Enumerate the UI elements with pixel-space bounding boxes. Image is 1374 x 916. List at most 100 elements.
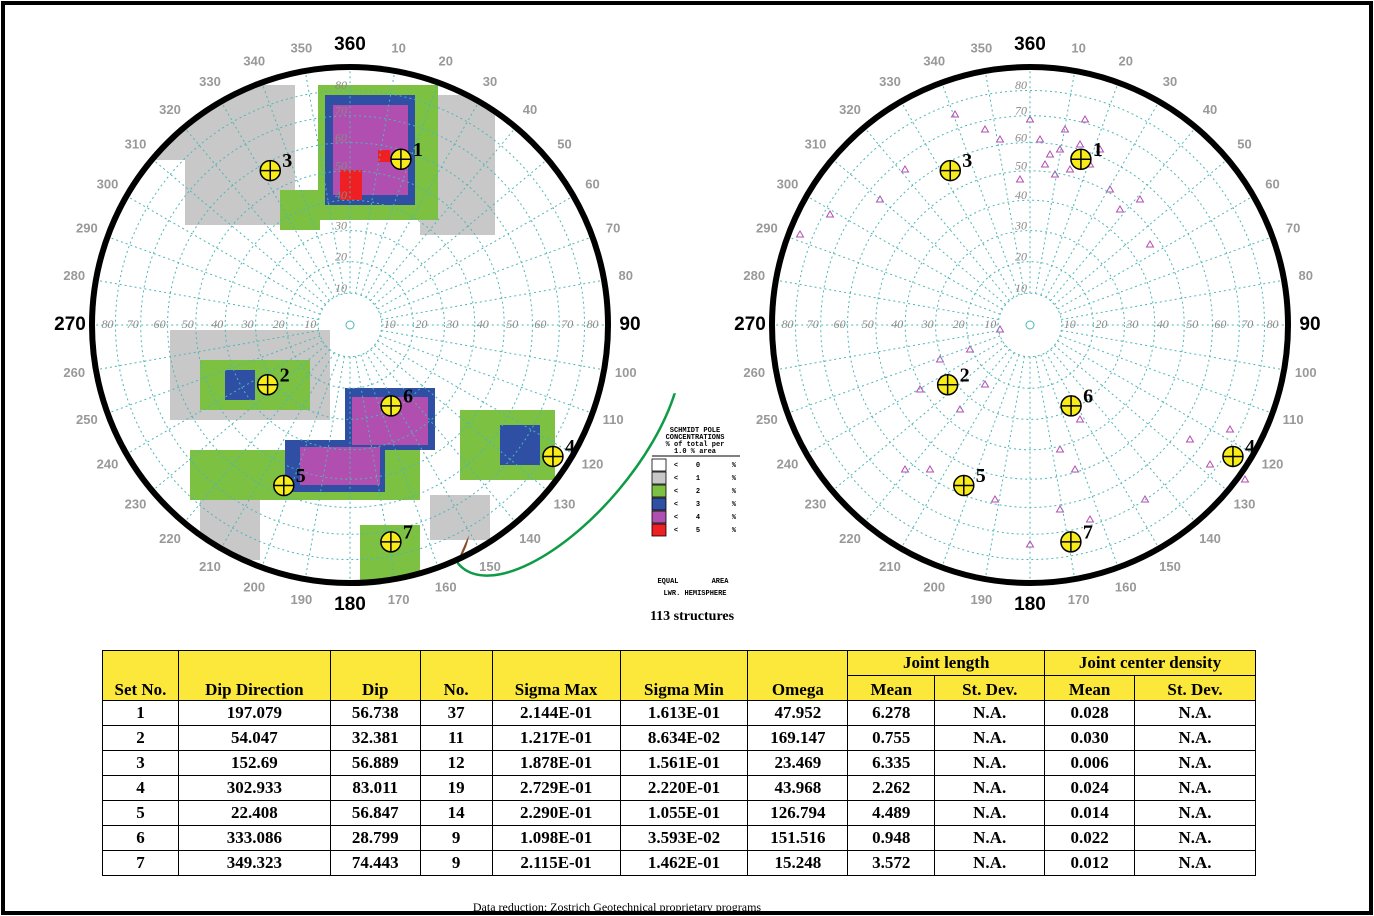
azimuth-label: 250 [756, 412, 778, 427]
legend-title: 1.0 % area [674, 448, 717, 456]
dip-label: 10 [304, 317, 316, 331]
table-cell: 1.055E-01 [619, 800, 749, 826]
header-cell: Mean [847, 675, 936, 701]
legend-swatch [651, 471, 667, 485]
azimuth-label: 20 [1119, 53, 1133, 68]
group-header: Joint length [847, 650, 1046, 676]
set-label: 4 [565, 436, 575, 458]
table-row: 2 54.047 32.381 11 1.217E-01 8.634E-02 169.147… [102, 725, 1256, 751]
azimuth-label: 240 [97, 456, 119, 471]
table-cell: 1.878E-01 [491, 750, 621, 776]
azimuth-label: 170 [1068, 592, 1090, 607]
azimuth-label: 190 [971, 592, 993, 607]
set-marker [542, 445, 564, 468]
azimuth-label: 220 [159, 531, 181, 546]
azimuth-label: 270 [54, 314, 86, 335]
set-marker [1222, 445, 1244, 468]
dip-label: 60 [154, 317, 166, 331]
set-label: 7 [403, 521, 413, 543]
dip-label: 60 [834, 317, 846, 331]
set-label: 5 [976, 465, 986, 487]
legend-level: 3 [696, 501, 700, 509]
table-cell: 0.024 [1044, 775, 1136, 801]
radial-line [1061, 330, 1285, 371]
radial-line [381, 330, 605, 371]
table-cell: 43.968 [747, 775, 849, 801]
dip-label: 80 [1015, 78, 1027, 92]
azimuth-label: 280 [63, 268, 85, 283]
table-cell: 6.278 [847, 700, 936, 726]
azimuth-label: 40 [1203, 102, 1217, 117]
radial-line [863, 349, 1010, 523]
table-cell: N.A. [934, 725, 1046, 751]
table-cell: 1.561E-01 [619, 750, 749, 776]
azimuth-label: 180 [1014, 594, 1046, 615]
azimuth-label: 100 [1295, 365, 1317, 380]
table-cell: 0.028 [1044, 700, 1136, 726]
azimuth-label: 240 [777, 456, 799, 471]
header-cell: Dip [329, 650, 421, 701]
legend: SCHMIDT POLE CONCENTRATIONS % of total p… [650, 427, 740, 624]
dip-label: 30 [334, 218, 347, 232]
table-cell: 151.516 [747, 825, 849, 851]
azimuth-label: 270 [734, 314, 766, 335]
header-cell: Omega [747, 650, 849, 701]
legend-less: < [674, 527, 678, 535]
azimuth-label: 320 [159, 102, 181, 117]
legend-swatch [651, 497, 667, 511]
radial-line [95, 279, 319, 320]
radial-line [1059, 236, 1273, 315]
header-cell: Sigma Min [619, 650, 749, 701]
dip-label: 40 [335, 188, 347, 202]
table-cell: 4.489 [847, 800, 936, 826]
legend-title: SCHMIDT POLE [670, 427, 720, 435]
azimuth-label: 180 [334, 594, 366, 615]
set-label: 6 [1083, 386, 1093, 408]
set-marker [939, 159, 962, 182]
table-cell: 3 [102, 750, 179, 776]
dip-label: 50 [1015, 159, 1027, 173]
table-cell: 3.572 [847, 850, 936, 876]
table-cell: 2.220E-01 [619, 775, 749, 801]
table-cell: N.A. [1134, 725, 1256, 751]
dip-label: 20 [415, 317, 427, 331]
table-row: 5 22.408 56.847 14 2.290E-01 1.055E-01 126.794… [102, 800, 1256, 826]
legend-less: < [674, 488, 678, 496]
set-label: 3 [962, 150, 972, 172]
dip-label: 10 [335, 281, 347, 295]
azimuth-label: 140 [519, 531, 541, 546]
azimuth-label: 290 [76, 221, 98, 236]
table-cell: 37 [419, 700, 493, 726]
dip-label: 20 [1015, 249, 1027, 263]
azimuth-label: 50 [557, 136, 571, 151]
azimuth-label: 300 [777, 176, 799, 191]
azimuth-label: 230 [125, 496, 147, 511]
azimuth-label: 280 [743, 268, 765, 283]
azimuth-label: 330 [199, 74, 221, 89]
table-cell: 9 [419, 825, 493, 851]
legend-unit: % [732, 501, 737, 509]
dip-label: 10 [384, 317, 396, 331]
table-row: 4 302.933 83.011 19 2.729E-01 2.220E-01 43.968… [102, 775, 1256, 801]
set-label: 4 [1245, 436, 1255, 458]
dip-label: 10 [1064, 317, 1076, 331]
dip-ring [904, 199, 1156, 451]
set-marker [259, 159, 282, 182]
table-cell: 333.086 [177, 825, 331, 851]
table-cell: 56.889 [329, 750, 421, 776]
table-cell: 169.147 [747, 725, 849, 751]
table-cell: 1.613E-01 [619, 700, 749, 726]
header-cell: St. Dev. [1134, 675, 1256, 701]
set-marker [273, 474, 295, 497]
dip-label: 50 [862, 317, 874, 331]
set-table: Set No. Dip Direction Dip No. Sigma Max Sigma… [102, 650, 1256, 876]
table-cell: 4 [102, 775, 179, 801]
table-cell: 2 [102, 725, 179, 751]
dip-ring [935, 230, 1125, 420]
dip-label: 60 [335, 130, 347, 144]
azimuth-label: 310 [805, 136, 827, 151]
azimuth-label: 150 [1159, 559, 1181, 574]
legend-title: % of total per [666, 441, 725, 449]
table-cell: N.A. [1134, 850, 1256, 876]
